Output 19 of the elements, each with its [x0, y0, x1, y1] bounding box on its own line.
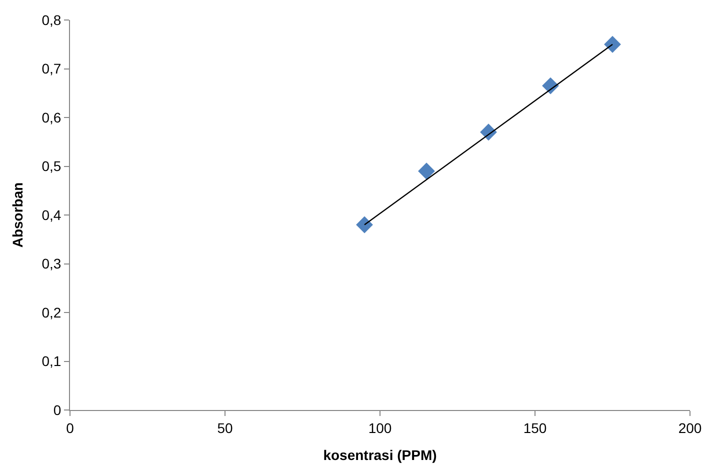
point: [604, 36, 621, 53]
x-tick-label: 150: [523, 420, 547, 436]
x-tick-label: 200: [678, 420, 702, 436]
y-tick-label: 0,1: [42, 353, 62, 370]
x-tick-label: 50: [217, 420, 233, 436]
x-axis-title: kosentrasi (PPM): [323, 447, 437, 464]
y-tick-label: 0,2: [42, 304, 62, 320]
x-tick-label: 100: [368, 420, 392, 436]
x-tick-label: 0: [66, 420, 74, 436]
y-tick-label: 0,5: [42, 158, 62, 174]
y-axis-title: Absorban: [9, 182, 26, 248]
y-tick-label: 0,6: [42, 109, 62, 126]
y-tick-label: 0,7: [42, 60, 62, 77]
y-tick-label: 0,4: [42, 206, 62, 223]
y-tick-label: 0,3: [42, 256, 62, 272]
y-tick-label: 0,8: [42, 12, 62, 28]
point: [418, 162, 435, 180]
point: [356, 216, 373, 234]
y-tick-label: 0: [53, 402, 62, 418]
